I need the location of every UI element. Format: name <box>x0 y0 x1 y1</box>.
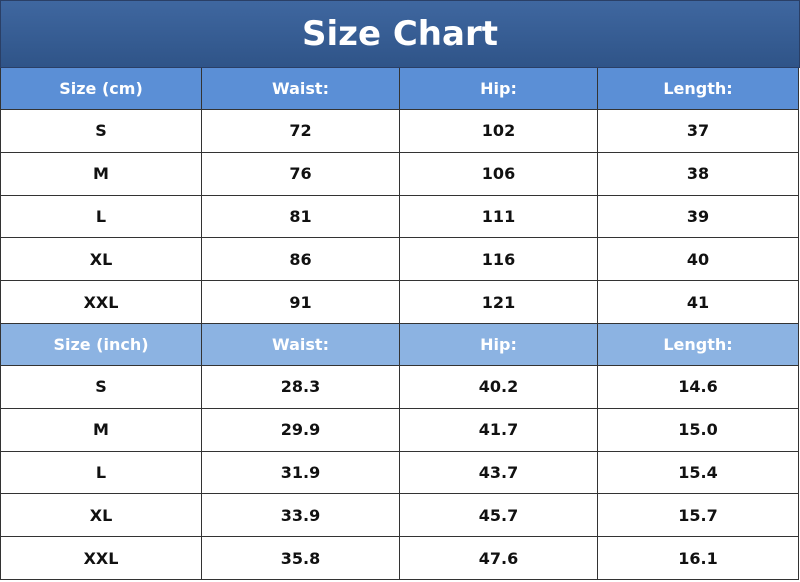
size-cell: L <box>0 451 202 495</box>
value-cell: 116 <box>400 238 598 282</box>
value-cell: 41 <box>598 281 799 324</box>
header-cell: Length: <box>598 324 799 366</box>
value-cell: 45.7 <box>400 494 598 538</box>
value-cell: 33.9 <box>202 494 400 538</box>
value-cell: 72 <box>202 110 400 153</box>
value-cell: 28.3 <box>202 366 400 409</box>
value-cell: 121 <box>400 281 598 324</box>
value-cell: 37 <box>598 110 799 153</box>
value-cell: 15.0 <box>598 408 799 452</box>
size-cell: S <box>0 366 202 409</box>
value-cell: 76 <box>202 152 400 196</box>
size-cell: XXL <box>0 281 202 324</box>
size-cell: M <box>0 152 202 196</box>
value-cell: 31.9 <box>202 451 400 495</box>
header-cell: Size (cm) <box>0 68 202 110</box>
header-cell: Hip: <box>400 68 598 110</box>
value-cell: 16.1 <box>598 537 799 580</box>
value-cell: 43.7 <box>400 451 598 495</box>
value-cell: 39 <box>598 195 799 239</box>
value-cell: 106 <box>400 152 598 196</box>
header-cell: Size (inch) <box>0 324 202 366</box>
value-cell: 15.7 <box>598 494 799 538</box>
size-cell: XXL <box>0 537 202 580</box>
value-cell: 40.2 <box>400 366 598 409</box>
value-cell: 35.8 <box>202 537 400 580</box>
value-cell: 14.6 <box>598 366 799 409</box>
value-cell: 40 <box>598 238 799 282</box>
value-cell: 29.9 <box>202 408 400 452</box>
size-cell: XL <box>0 238 202 282</box>
size-cell: XL <box>0 494 202 538</box>
value-cell: 81 <box>202 195 400 239</box>
header-cell: Hip: <box>400 324 598 366</box>
value-cell: 15.4 <box>598 451 799 495</box>
title: Size Chart <box>0 0 800 68</box>
value-cell: 86 <box>202 238 400 282</box>
size-cell: M <box>0 408 202 452</box>
header-cell: Waist: <box>202 68 400 110</box>
value-cell: 47.6 <box>400 537 598 580</box>
header-cell: Length: <box>598 68 799 110</box>
size-cell: L <box>0 195 202 239</box>
value-cell: 111 <box>400 195 598 239</box>
value-cell: 38 <box>598 152 799 196</box>
size-cell: S <box>0 110 202 153</box>
value-cell: 102 <box>400 110 598 153</box>
value-cell: 41.7 <box>400 408 598 452</box>
header-cell: Waist: <box>202 324 400 366</box>
value-cell: 91 <box>202 281 400 324</box>
